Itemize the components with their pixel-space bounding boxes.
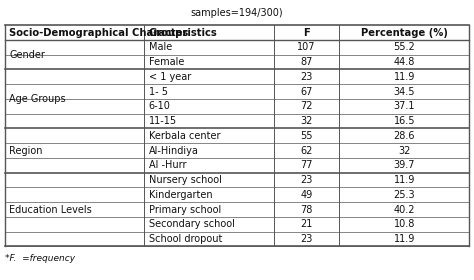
Text: 11-15: 11-15 <box>149 116 177 126</box>
Text: Kerbala center: Kerbala center <box>149 131 220 141</box>
Text: Age Groups: Age Groups <box>9 94 66 104</box>
Text: 10.8: 10.8 <box>393 219 415 229</box>
Text: Primary school: Primary school <box>149 204 221 214</box>
Text: 67: 67 <box>301 87 313 97</box>
Text: 40.2: 40.2 <box>393 204 415 214</box>
Text: School dropout: School dropout <box>149 234 222 244</box>
Text: *F.  =frequency: *F. =frequency <box>5 254 75 263</box>
Text: 72: 72 <box>301 101 313 111</box>
Text: F: F <box>303 27 310 38</box>
Text: 23: 23 <box>301 175 313 185</box>
Text: Al -Hurr: Al -Hurr <box>149 160 186 170</box>
Text: 6-10: 6-10 <box>149 101 171 111</box>
Text: Socio-Demographical Characteristics: Socio-Demographical Characteristics <box>9 27 217 38</box>
Text: 34.5: 34.5 <box>393 87 415 97</box>
Text: Region: Region <box>9 146 43 156</box>
Text: 55: 55 <box>301 131 313 141</box>
Text: 62: 62 <box>301 146 313 156</box>
Text: Education Levels: Education Levels <box>9 204 92 214</box>
Text: < 1 year: < 1 year <box>149 72 191 82</box>
Text: 11.9: 11.9 <box>393 234 415 244</box>
Text: Gender: Gender <box>9 50 46 60</box>
Text: 78: 78 <box>301 204 313 214</box>
Text: 16.5: 16.5 <box>393 116 415 126</box>
Text: samples=194/300): samples=194/300) <box>191 8 283 18</box>
Text: 21: 21 <box>301 219 313 229</box>
Text: Percentage (%): Percentage (%) <box>361 27 447 38</box>
Text: 25.3: 25.3 <box>393 190 415 200</box>
Text: 39.7: 39.7 <box>393 160 415 170</box>
Text: 107: 107 <box>297 42 316 52</box>
Text: Nursery school: Nursery school <box>149 175 222 185</box>
Text: 32: 32 <box>301 116 313 126</box>
Text: Groups: Groups <box>149 27 189 38</box>
Text: 23: 23 <box>301 234 313 244</box>
Text: 1- 5: 1- 5 <box>149 87 168 97</box>
Text: 77: 77 <box>301 160 313 170</box>
Text: Kindergarten: Kindergarten <box>149 190 212 200</box>
Text: 87: 87 <box>301 57 313 67</box>
Text: Male: Male <box>149 42 172 52</box>
Text: 28.6: 28.6 <box>393 131 415 141</box>
Text: 37.1: 37.1 <box>393 101 415 111</box>
Text: 11.9: 11.9 <box>393 175 415 185</box>
Text: 44.8: 44.8 <box>393 57 415 67</box>
Text: 23: 23 <box>301 72 313 82</box>
Text: 32: 32 <box>398 146 410 156</box>
Text: 49: 49 <box>301 190 313 200</box>
Text: Secondary school: Secondary school <box>149 219 235 229</box>
Text: 11.9: 11.9 <box>393 72 415 82</box>
Text: Female: Female <box>149 57 184 67</box>
Text: Al-Hindiya: Al-Hindiya <box>149 146 199 156</box>
Text: 55.2: 55.2 <box>393 42 415 52</box>
